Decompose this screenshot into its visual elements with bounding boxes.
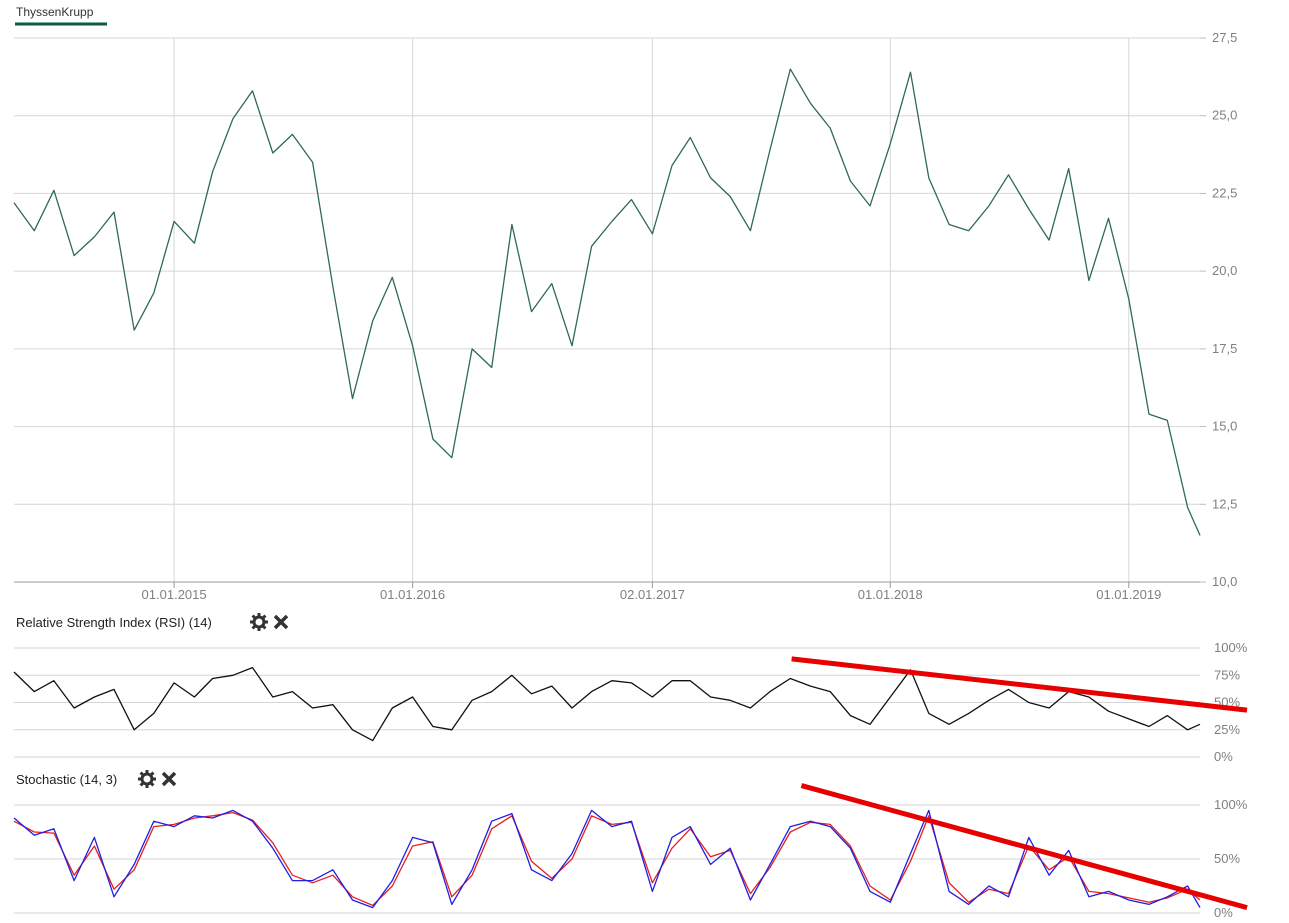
stochastic-y-tick-label: 0% <box>1214 905 1233 920</box>
stochastic-panel-title: Stochastic (14, 3) <box>16 772 117 787</box>
rsi-trendline[interactable] <box>791 656 1248 713</box>
price-y-tick-label: 20,0 <box>1212 263 1237 278</box>
rsi-y-tick-label: 25% <box>1214 722 1240 737</box>
stochastic-d-line <box>13 811 1201 907</box>
x-tick-label: 01.01.2019 <box>1096 587 1161 602</box>
rsi-y-tick-label: 0% <box>1214 749 1233 764</box>
price-y-tick-label: 22,5 <box>1212 185 1237 200</box>
stochastic-chart-grid <box>14 804 1200 914</box>
price-y-tick-label: 27,5 <box>1212 30 1237 45</box>
price-y-tick-label: 25,0 <box>1212 108 1237 123</box>
price-y-tick-label: 12,5 <box>1212 496 1237 511</box>
stochastic-trendline[interactable] <box>800 783 1248 911</box>
close-icon[interactable] <box>161 771 177 787</box>
price-y-tick-label: 17,5 <box>1212 341 1237 356</box>
instrument-tab-label[interactable]: ThyssenKrupp <box>16 5 94 19</box>
price-chart-grid <box>14 37 1206 588</box>
rsi-panel-title: Relative Strength Index (RSI) (14) <box>16 615 212 630</box>
stochastic-y-tick-label: 50% <box>1214 851 1240 866</box>
rsi-series <box>13 666 1201 742</box>
stochastic-y-tick-label: 100% <box>1214 797 1248 812</box>
price-y-tick-label: 10,0 <box>1212 574 1237 589</box>
close-icon[interactable] <box>273 614 289 630</box>
stochastic-series <box>13 809 1201 909</box>
x-tick-label: 02.01.2017 <box>620 587 685 602</box>
price-line <box>13 68 1201 536</box>
price-axis: 10,0 12,5 15,0 17,5 20,0 22,5 25,0 27,5 01.01.20… <box>142 30 1238 602</box>
x-tick-label: 01.01.2015 <box>142 587 207 602</box>
gear-icon[interactable] <box>250 613 268 631</box>
stochastic-axis: 0% 50% 100% <box>1214 797 1248 920</box>
rsi-axis: 0%25%50%75%100% <box>1214 640 1248 764</box>
x-tick-label: 01.01.2016 <box>380 587 445 602</box>
price-series <box>13 68 1201 536</box>
rsi-y-tick-label: 75% <box>1214 667 1240 682</box>
trendlines <box>791 656 1248 911</box>
rsi-y-tick-label: 100% <box>1214 640 1248 655</box>
price-y-tick-label: 15,0 <box>1212 419 1237 434</box>
x-tick-label: 01.01.2018 <box>858 587 923 602</box>
gear-icon[interactable] <box>138 770 156 788</box>
rsi-chart-grid <box>14 647 1200 758</box>
